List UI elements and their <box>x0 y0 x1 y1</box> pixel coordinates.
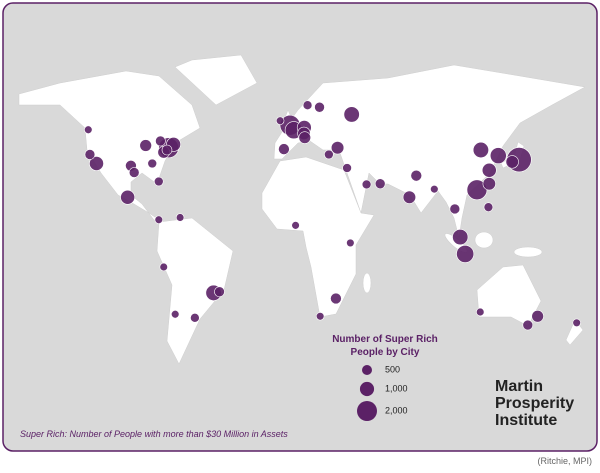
city-bubble <box>120 189 136 205</box>
city-bubble <box>316 312 325 321</box>
city-bubble <box>482 177 496 191</box>
city-bubble <box>481 162 497 178</box>
city-bubble <box>522 319 534 331</box>
city-bubble <box>330 292 342 305</box>
city-bubble <box>476 307 485 317</box>
borneo <box>474 231 494 249</box>
new-guinea <box>513 246 543 258</box>
legend-bubble <box>359 381 375 397</box>
city-bubble <box>531 310 544 323</box>
city-bubble <box>89 156 104 171</box>
note: Super Rich: Number of People with more t… <box>20 429 288 439</box>
city-bubble <box>84 125 93 134</box>
city-bubble <box>402 190 417 204</box>
city-bubble <box>505 155 519 169</box>
city-bubble <box>361 179 372 190</box>
city-bubble <box>314 101 325 113</box>
logo: Martin Prosperity Institute <box>495 378 575 429</box>
city-bubble <box>472 141 489 159</box>
city-bubble <box>161 144 173 156</box>
city-bubble <box>214 286 225 298</box>
africa <box>261 156 375 318</box>
city-bubble <box>452 229 469 246</box>
legend-label: 2,000 <box>385 405 408 415</box>
city-bubble <box>374 178 386 190</box>
city-bubble <box>302 100 313 110</box>
city-bubble <box>175 213 185 222</box>
city-bubble <box>154 215 163 224</box>
city-bubble <box>190 313 200 323</box>
city-bubble <box>343 106 360 123</box>
city-bubble <box>128 167 140 178</box>
city-bubble <box>171 310 180 319</box>
legend-bubble <box>362 365 372 375</box>
city-bubble <box>572 318 581 327</box>
legend-title: Number of Super Rich People by City <box>332 334 438 358</box>
legend-label: 500 <box>385 364 400 374</box>
city-bubble <box>456 244 475 263</box>
greenland <box>174 54 258 106</box>
city-bubble <box>449 203 461 215</box>
legend-label: 1,000 <box>385 383 408 393</box>
madagascar <box>362 272 372 294</box>
legend-bubble <box>357 401 377 421</box>
city-bubble <box>298 131 311 144</box>
city-bubble <box>154 176 164 187</box>
city-bubble <box>346 238 355 248</box>
city-bubble <box>489 147 507 164</box>
city-bubble <box>291 221 300 230</box>
city-bubble <box>155 135 166 147</box>
city-bubble <box>430 184 439 194</box>
city-bubble <box>483 202 494 212</box>
city-bubble <box>139 139 152 152</box>
city-bubble <box>147 158 158 169</box>
north-america <box>18 70 201 223</box>
city-bubble <box>84 149 96 160</box>
city-bubble <box>324 149 334 160</box>
city-bubble <box>410 169 423 182</box>
city-bubble <box>330 141 345 155</box>
city-bubble <box>275 116 285 125</box>
city-bubble <box>342 163 352 173</box>
credit: (Ritchie, MPI) <box>537 456 592 466</box>
city-bubble <box>278 143 290 155</box>
city-bubble <box>159 262 168 272</box>
